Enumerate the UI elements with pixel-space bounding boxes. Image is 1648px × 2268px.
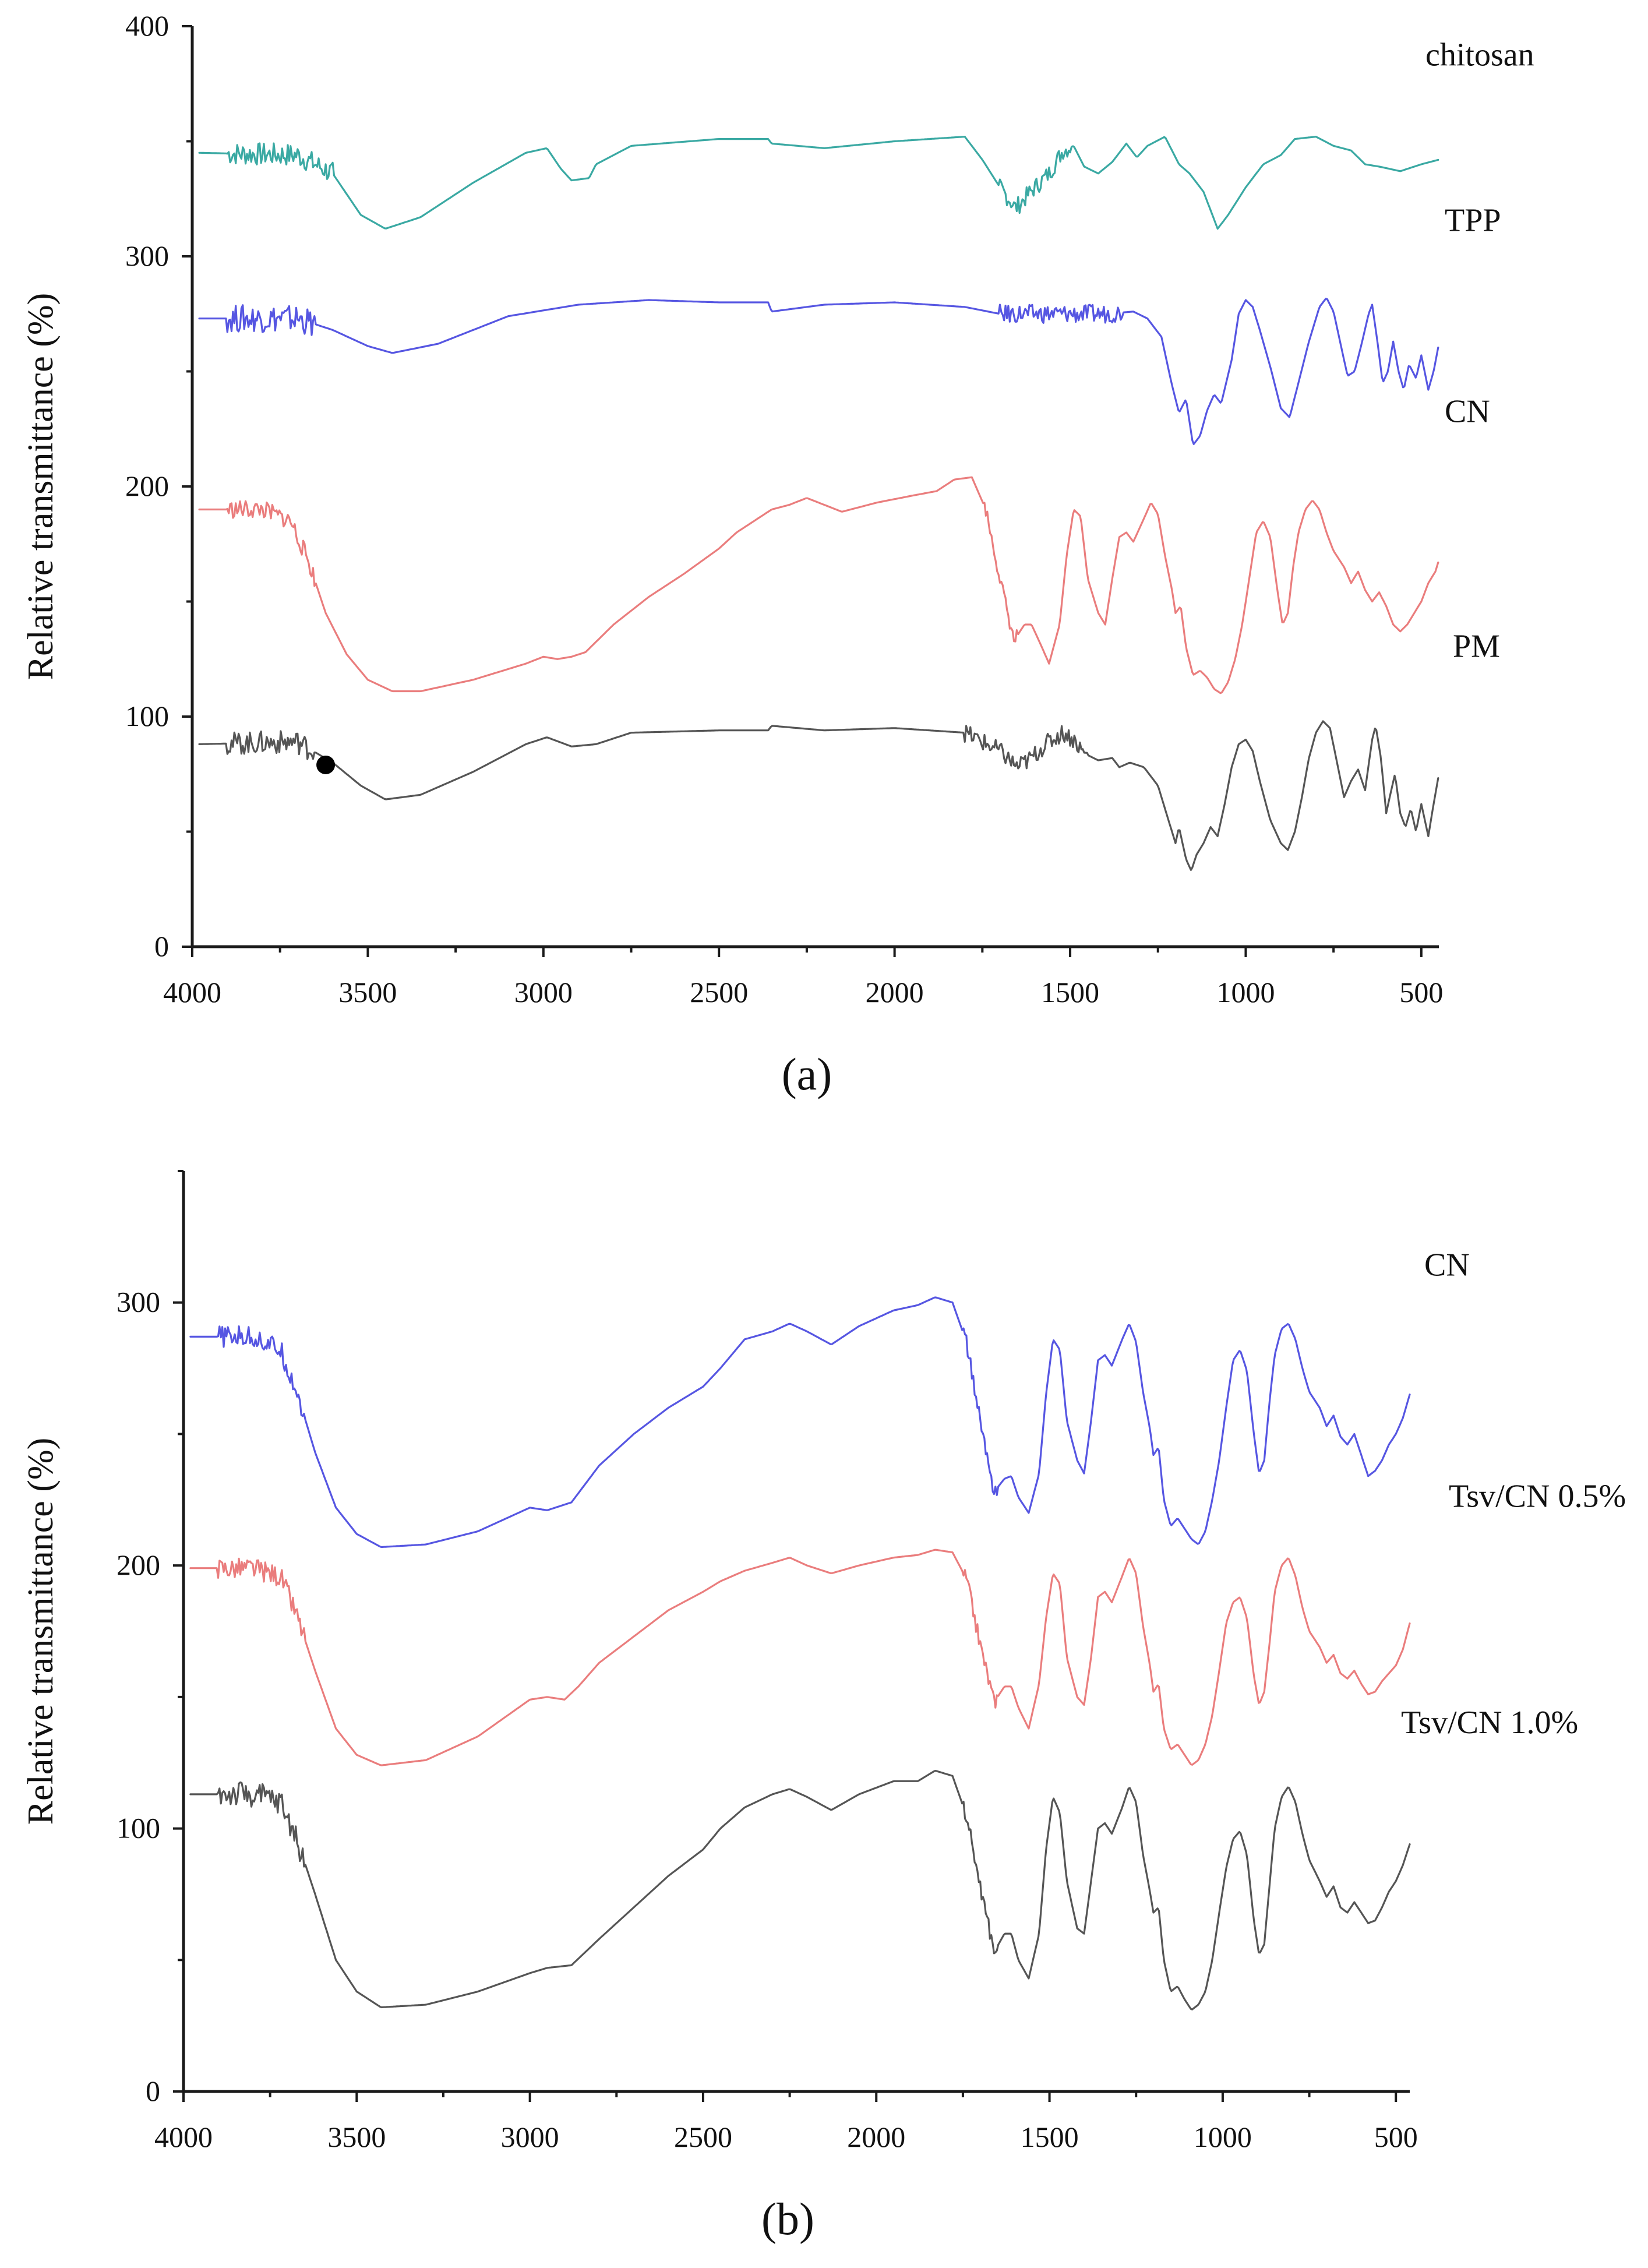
x-tick-label: 500 xyxy=(1374,2121,1418,2153)
y-tick-label: 200 xyxy=(117,1549,160,1581)
x-tick-label: 1500 xyxy=(1041,976,1099,1008)
spectrum-line-1 xyxy=(189,1549,1411,1766)
x-tick-label: 1500 xyxy=(1021,2121,1079,2153)
spectrum-line-0 xyxy=(198,136,1439,230)
y-tick-label: 100 xyxy=(125,700,169,732)
series-label: PM xyxy=(1453,628,1500,664)
spectrum-line-1 xyxy=(198,298,1439,445)
x-tick-label: 2500 xyxy=(690,976,748,1008)
y-axis-title: Relative transmittance (%) xyxy=(21,293,61,680)
x-tick-label: 3000 xyxy=(514,976,573,1008)
x-tick-label: 500 xyxy=(1399,976,1443,1008)
spectrum-line-0 xyxy=(189,1296,1411,1549)
x-tick-label: 1000 xyxy=(1194,2121,1252,2153)
series-label: chitosan xyxy=(1425,37,1534,73)
y-tick-label: 200 xyxy=(125,470,169,502)
y-tick-label: 0 xyxy=(146,2075,160,2107)
panel-label: (a) xyxy=(782,1049,832,1099)
spectrum-line-3 xyxy=(198,720,1439,871)
x-tick-label: 1000 xyxy=(1216,976,1275,1008)
y-axis-title: Relative transmittance (%) xyxy=(21,1438,61,1825)
spectrum-line-2 xyxy=(189,1770,1411,2010)
series-label: Tsv/CN 1.0% xyxy=(1401,1705,1578,1741)
y-tick-label: 0 xyxy=(154,930,169,962)
y-tick-label: 300 xyxy=(117,1286,160,1318)
chart-panel-a: 0 100 200 300 400 4000 3500 3000 2500 2000 1500 100… xyxy=(21,9,1534,1099)
chart-panel-b: 0 100 200 300 4000 3500 3000 2500 2000 1500 1000 50… xyxy=(21,1170,1626,2244)
x-tick-label: 2000 xyxy=(847,2121,905,2153)
series-label: Tsv/CN 0.5% xyxy=(1449,1479,1626,1515)
series-label: TPP xyxy=(1445,203,1501,239)
x-tick-label: 4000 xyxy=(154,2121,213,2153)
x-tick-label: 3500 xyxy=(327,2121,386,2153)
series-label: CN xyxy=(1445,394,1490,430)
y-tick-label: 100 xyxy=(117,1812,160,1844)
x-tick-label: 2500 xyxy=(674,2121,732,2153)
series-label: CN xyxy=(1424,1247,1470,1283)
spectrum-line-2 xyxy=(198,476,1439,694)
x-tick-label: 4000 xyxy=(163,976,221,1008)
x-tick-label: 2000 xyxy=(866,976,924,1008)
x-tick-label: 3000 xyxy=(501,2121,559,2153)
marker-dot xyxy=(316,755,336,774)
y-tick-label: 300 xyxy=(125,239,169,272)
panel-label: (b) xyxy=(761,2193,814,2244)
y-tick-label: 400 xyxy=(125,9,169,42)
x-tick-label: 3500 xyxy=(338,976,397,1008)
